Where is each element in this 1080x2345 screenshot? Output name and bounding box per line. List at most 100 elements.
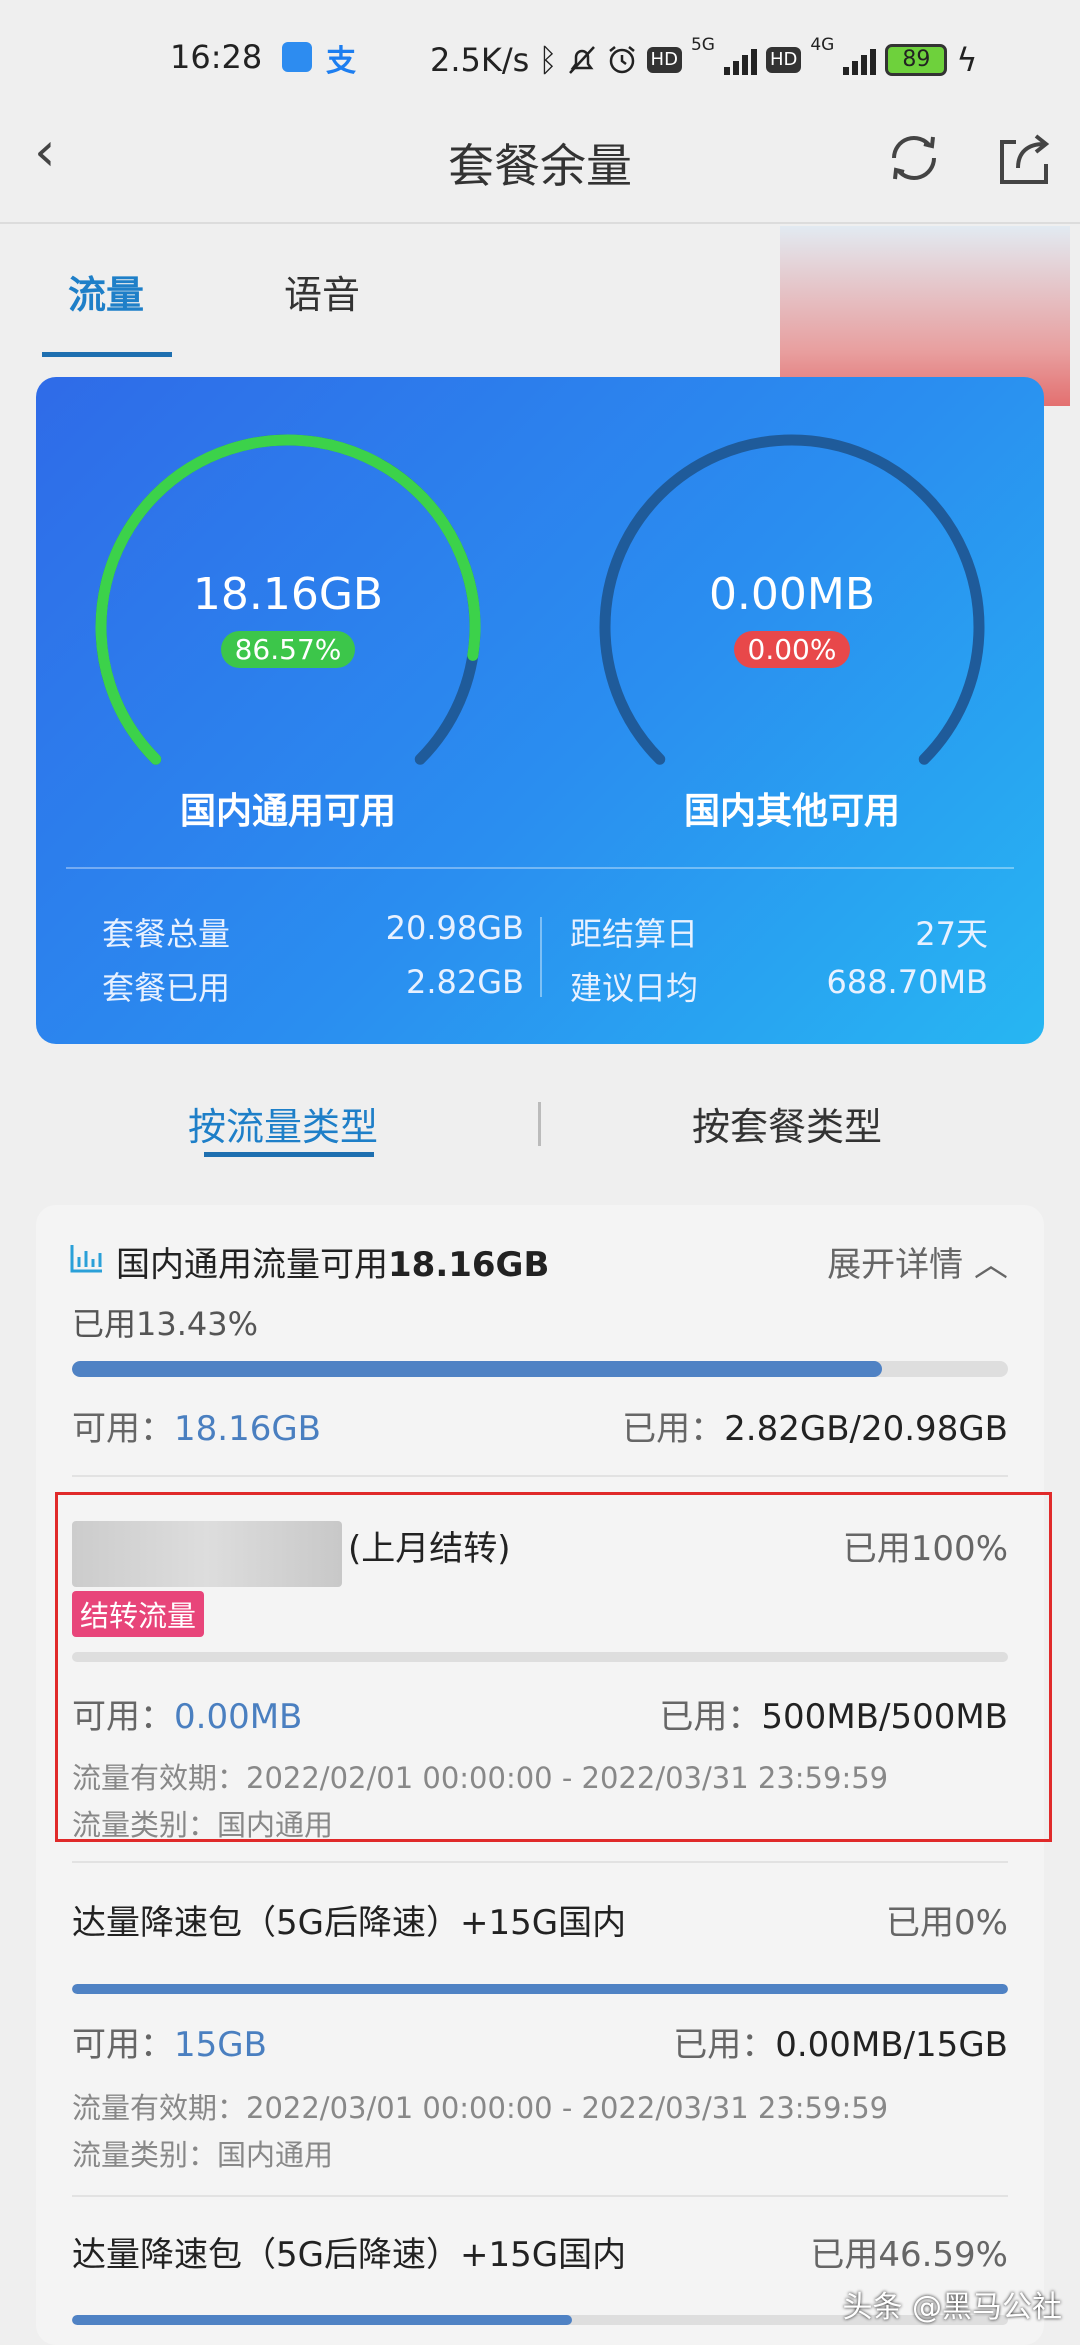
clock: 16:28 (170, 38, 263, 76)
stat-value: 27天 (915, 915, 988, 953)
usage-summary-card: 18.16GB 86.57% 国内通用可用 0.00MB 0.00% 国内其他可… (36, 377, 1044, 1044)
hd-icon: HD (646, 47, 682, 73)
highlight-box (55, 1492, 1052, 1842)
stat-label: 建议日均 (570, 969, 699, 1007)
avail-value: 18.16GB (174, 1409, 322, 1449)
signal-5g-label: 5G (690, 35, 715, 55)
signal-icon (843, 45, 877, 75)
hd-icon: HD (765, 47, 802, 73)
status-icons: 2.5K/s ᛒ HD 5G HD 4G 89 ϟ (430, 36, 977, 84)
group-title-label: 国内通用流量可用 (116, 1245, 388, 1285)
divider (66, 867, 1014, 869)
item-used-percent: 已用100% (842, 1529, 1008, 1569)
progress-bar (72, 1361, 1008, 1377)
pixelated-redaction (72, 1521, 342, 1587)
used-label: 已用： (622, 1409, 725, 1449)
pixelated-redaction (780, 226, 1070, 406)
used-value: 2.82GB/20.98GB (724, 1409, 1008, 1449)
used-value: 500MB/500MB (761, 1697, 1008, 1737)
progress-bar (72, 2315, 1008, 2325)
avail-value: 15GB (174, 2025, 267, 2065)
item-used-percent: 已用46.59% (810, 2235, 1008, 2275)
alarm-icon (608, 46, 635, 74)
page-title: 套餐余量 (448, 139, 632, 193)
mute-icon (568, 46, 595, 74)
divider (540, 917, 542, 997)
used-label: 已用： (673, 2025, 776, 2065)
item-used-percent: 已用0% (886, 1903, 1008, 1943)
divider (72, 1861, 1008, 1863)
gauge-arc-domestic-general (95, 434, 481, 765)
traffic-category: 流量类别：国内通用 (72, 2138, 334, 2172)
traffic-detail-card: 国内通用流量可用18.16GB 展开详情 ︿ 已用13.43% 可用：18.16… (36, 1205, 1052, 2345)
tab-underline (42, 352, 172, 357)
tab-voice[interactable]: 语音 (284, 273, 361, 317)
available-row: 可用：0.00MB (72, 1689, 302, 1738)
expand-label: 展开详情 (827, 1245, 964, 1285)
watermark: 头条 @黑马公社 (842, 2290, 1062, 2325)
available-row: 可用：18.16GB (72, 1401, 321, 1450)
traffic-category: 流量类别：国内通用 (72, 1808, 334, 1842)
divider (72, 2195, 1008, 2197)
gauge-percent-pill: 0.00% (733, 631, 851, 668)
gauge-percent-pill: 86.57% (220, 631, 356, 668)
gauge-label: 国内其他可用 (683, 791, 900, 832)
gauge-label: 国内通用可用 (179, 791, 396, 832)
progress-fill (72, 1984, 1008, 1994)
item-name: 达量降速包（5G后降速）+15G国内 (72, 2235, 627, 2275)
divider (538, 1102, 541, 1146)
gauge-value: 0.00MB (708, 569, 876, 620)
chevron-up-icon: ︿ (974, 1245, 1008, 1285)
subtab-by-package-type[interactable]: 按套餐类型 (692, 1105, 883, 1149)
used-row: 已用：2.82GB/20.98GB (622, 1401, 1008, 1450)
subtab-by-traffic-type[interactable]: 按流量类型 (188, 1105, 379, 1149)
gauge-track (599, 434, 985, 765)
divider (72, 1475, 1008, 1477)
signal-4g-label: 4G (810, 35, 835, 55)
avail-label: 可用： (72, 1409, 174, 1449)
used-row: 已用：500MB/500MB (659, 1689, 1008, 1738)
used-value: 0.00MB/15GB (775, 2025, 1008, 2065)
progress-bar (72, 1652, 1008, 1662)
avail-value: 0.00MB (174, 1697, 303, 1737)
item-name: (上月结转) (348, 1529, 511, 1569)
carryover-tag: 结转流量 (72, 1591, 205, 1637)
used-percent: 已用13.43% (72, 1305, 259, 1343)
tab-traffic[interactable]: 流量 (68, 273, 145, 317)
status-bar: 16:28 支 2.5K/s ᛒ HD 5G HD 4G 89 ϟ (0, 30, 1080, 90)
pin-app-icon (282, 42, 312, 72)
gauges (95, 434, 985, 765)
stat-value: 20.98GB (385, 909, 524, 947)
avail-label: 可用： (72, 1697, 174, 1737)
progress-fill (72, 1361, 883, 1377)
progress-fill (72, 2315, 572, 2325)
signal-icon (723, 45, 757, 75)
bluetooth-icon: ᛒ (538, 41, 558, 79)
stat-label: 距结算日 (570, 915, 699, 953)
alipay-icon: 支 (326, 44, 356, 79)
share-icon[interactable] (996, 128, 1052, 188)
stat-value: 2.82GB (406, 963, 524, 1001)
refresh-icon[interactable] (884, 128, 944, 188)
progress-bar (72, 1984, 1008, 1994)
group-title: 国内通用流量可用18.16GB (116, 1237, 549, 1286)
avail-label: 可用： (72, 2025, 174, 2065)
stat-label: 套餐已用 (102, 969, 231, 1007)
app-header: ‹ 套餐余量 (0, 90, 1080, 224)
stat-label: 套餐总量 (102, 915, 231, 953)
available-row: 可用：15GB (72, 2017, 267, 2066)
validity-period: 流量有效期：2022/03/01 00:00:00 - 2022/03/31 2… (72, 2091, 889, 2125)
stat-value: 688.70MB (826, 963, 988, 1001)
used-row: 已用：0.00MB/15GB (673, 2017, 1008, 2066)
validity-period: 流量有效期：2022/02/01 00:00:00 - 2022/03/31 2… (72, 1761, 889, 1795)
net-speed: 2.5K/s (430, 41, 530, 79)
bar-chart-icon (70, 1245, 102, 1273)
battery-icon: 89 (885, 44, 948, 76)
gauge-value: 18.16GB (192, 569, 384, 620)
chevron-left-icon[interactable]: ‹ (34, 120, 56, 183)
used-label: 已用： (659, 1697, 762, 1737)
expand-details-button[interactable]: 展开详情 ︿ (827, 1237, 1008, 1286)
charging-icon: ϟ (956, 41, 978, 79)
item-name: 达量降速包（5G后降速）+15G国内 (72, 1903, 627, 1943)
tab-bar: 流量 语音 (0, 226, 1080, 406)
